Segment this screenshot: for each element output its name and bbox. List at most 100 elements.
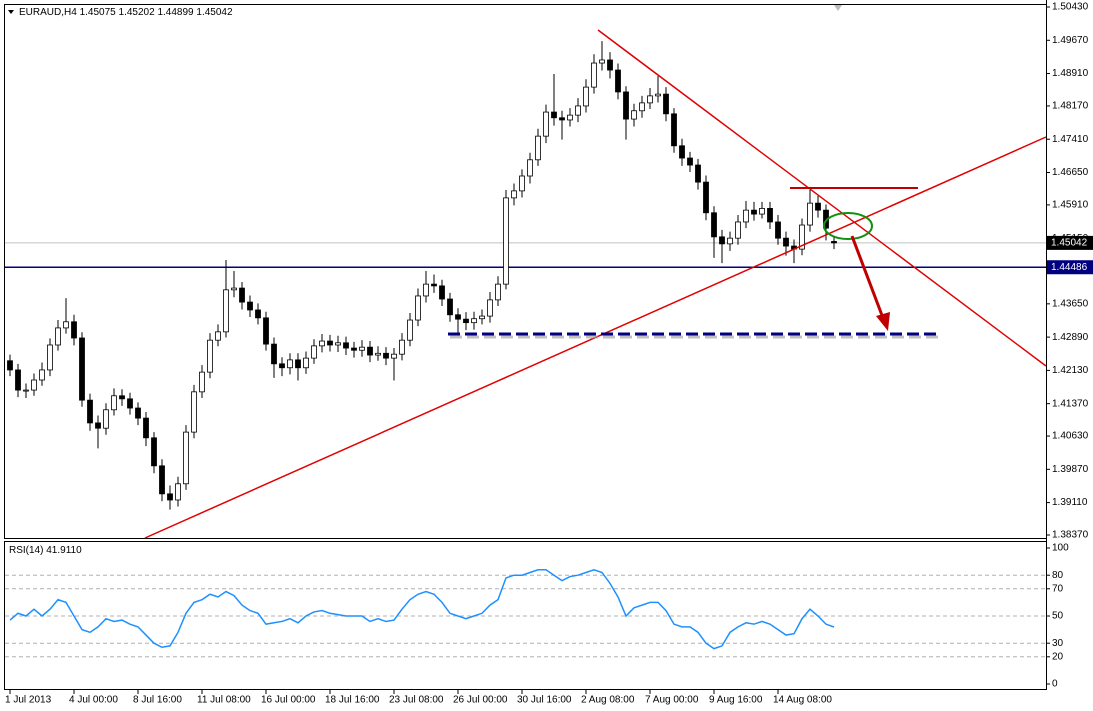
- candle-body: [407, 319, 413, 341]
- y-tick-label: 1.42890: [1052, 332, 1089, 343]
- candle-body: [247, 301, 253, 311]
- rsi-tick-label: 70: [1052, 583, 1064, 594]
- candle-body: [751, 209, 757, 215]
- x-tick-label: 1 Jul 2013: [5, 695, 52, 706]
- rsi-header: RSI(14) 41.9110: [9, 545, 82, 556]
- x-tick-label: 7 Aug 00:00: [645, 695, 699, 706]
- candle-body: [415, 295, 421, 321]
- candle-body: [63, 321, 69, 329]
- candle-body: [767, 207, 773, 223]
- candle-body: [111, 395, 117, 411]
- rsi-value: 41.9110: [46, 545, 82, 556]
- candle-body: [527, 159, 533, 177]
- candle-body: [783, 237, 789, 247]
- last-high: 1.45202: [119, 7, 156, 18]
- candle-body: [359, 346, 365, 351]
- x-tick-label: 30 Jul 16:00: [517, 695, 572, 706]
- price-label-box: [1047, 235, 1093, 250]
- candle-body: [55, 327, 61, 346]
- candle-body: [31, 379, 37, 391]
- candle-body: [599, 59, 605, 64]
- candle-body: [711, 212, 717, 238]
- candle-body: [23, 389, 29, 392]
- rsi-tick-label: 30: [1052, 638, 1064, 649]
- candle-body: [559, 117, 565, 121]
- candle-body: [95, 422, 101, 429]
- candle-body: [127, 398, 133, 409]
- x-tick-label: 16 Jul 00:00: [261, 695, 316, 706]
- y-tick-label: 1.42130: [1052, 365, 1089, 376]
- candle-body: [79, 337, 85, 401]
- y-tick-label: 1.38370: [1052, 530, 1089, 541]
- rsi-tick-label: 100: [1052, 543, 1069, 554]
- last-low: 1.44899: [157, 7, 194, 18]
- candle-body: [679, 145, 685, 159]
- candle-body: [535, 135, 541, 161]
- menu-arrow[interactable]: [8, 10, 14, 14]
- candle-body: [743, 209, 749, 223]
- candle-body: [119, 395, 125, 400]
- candle-body: [519, 175, 525, 192]
- x-tick-label: 4 Jul 00:00: [69, 695, 118, 706]
- candle-body: [511, 190, 517, 199]
- candle-body: [383, 352, 389, 359]
- candle-body: [567, 114, 573, 121]
- candle-body: [639, 102, 645, 112]
- y-tick-label: 1.41370: [1052, 398, 1089, 409]
- candle-body: [231, 287, 237, 291]
- x-tick-label: 2 Aug 08:00: [581, 695, 635, 706]
- candle-body: [551, 111, 557, 119]
- rsi-name: RSI(14): [9, 545, 43, 556]
- candle-body: [335, 342, 341, 346]
- candle-body: [479, 315, 485, 320]
- candle-body: [735, 221, 741, 239]
- candle-body: [727, 237, 733, 245]
- candle-body: [447, 298, 453, 316]
- y-tick-label: 1.49670: [1052, 35, 1089, 46]
- candle-body: [655, 93, 661, 97]
- candle-body: [199, 371, 205, 393]
- shift-marker: [834, 5, 842, 11]
- candle-body: [831, 241, 837, 244]
- y-tick-label: 1.45910: [1052, 200, 1089, 211]
- candle-body: [471, 318, 477, 324]
- y-tick-label: 1.46650: [1052, 167, 1089, 178]
- candle-body: [455, 314, 461, 320]
- candle-body: [367, 346, 373, 356]
- grid-layer: 1.50430 1.49670 1.48910 1.48170 1.47410 1.466…: [5, 2, 1093, 706]
- candle-body: [575, 105, 581, 116]
- candle-body: [135, 407, 141, 419]
- candle-body: [351, 347, 357, 351]
- last-open: 1.45075: [80, 7, 117, 18]
- candle-body: [487, 299, 493, 317]
- y-tick-label: 1.47410: [1052, 134, 1089, 145]
- candle-body: [623, 91, 629, 120]
- candle-body: [615, 69, 621, 93]
- candle-body: [647, 95, 653, 104]
- candle-body: [159, 465, 165, 495]
- candle-body: [39, 369, 45, 381]
- candle-body: [15, 369, 21, 391]
- candle-body: [543, 111, 549, 137]
- level-label: 1.44486: [1051, 262, 1088, 273]
- y-tick-label: 1.50430: [1052, 2, 1089, 13]
- candle-body: [215, 331, 221, 341]
- candle-body: [223, 289, 229, 333]
- candle-body: [687, 157, 693, 166]
- y-tick-label: 1.43650: [1052, 298, 1089, 309]
- x-tick-label: 18 Jul 16:00: [325, 695, 380, 706]
- price-label: 1.45042: [1051, 238, 1088, 249]
- candle-body: [663, 93, 669, 115]
- y-tick-label: 1.39110: [1052, 497, 1088, 508]
- candle-body: [343, 342, 349, 349]
- rsi-tick-label: 50: [1052, 611, 1064, 622]
- x-tick-label: 11 Jul 08:00: [197, 695, 251, 706]
- y-tick-label: 1.39870: [1052, 464, 1089, 475]
- candle-body: [295, 359, 301, 369]
- candle-body: [319, 340, 325, 347]
- candle-body: [719, 236, 725, 245]
- candle-body: [287, 359, 293, 369]
- x-tick-label: 14 Aug 08:00: [773, 695, 832, 706]
- marks-layer: [7, 41, 837, 650]
